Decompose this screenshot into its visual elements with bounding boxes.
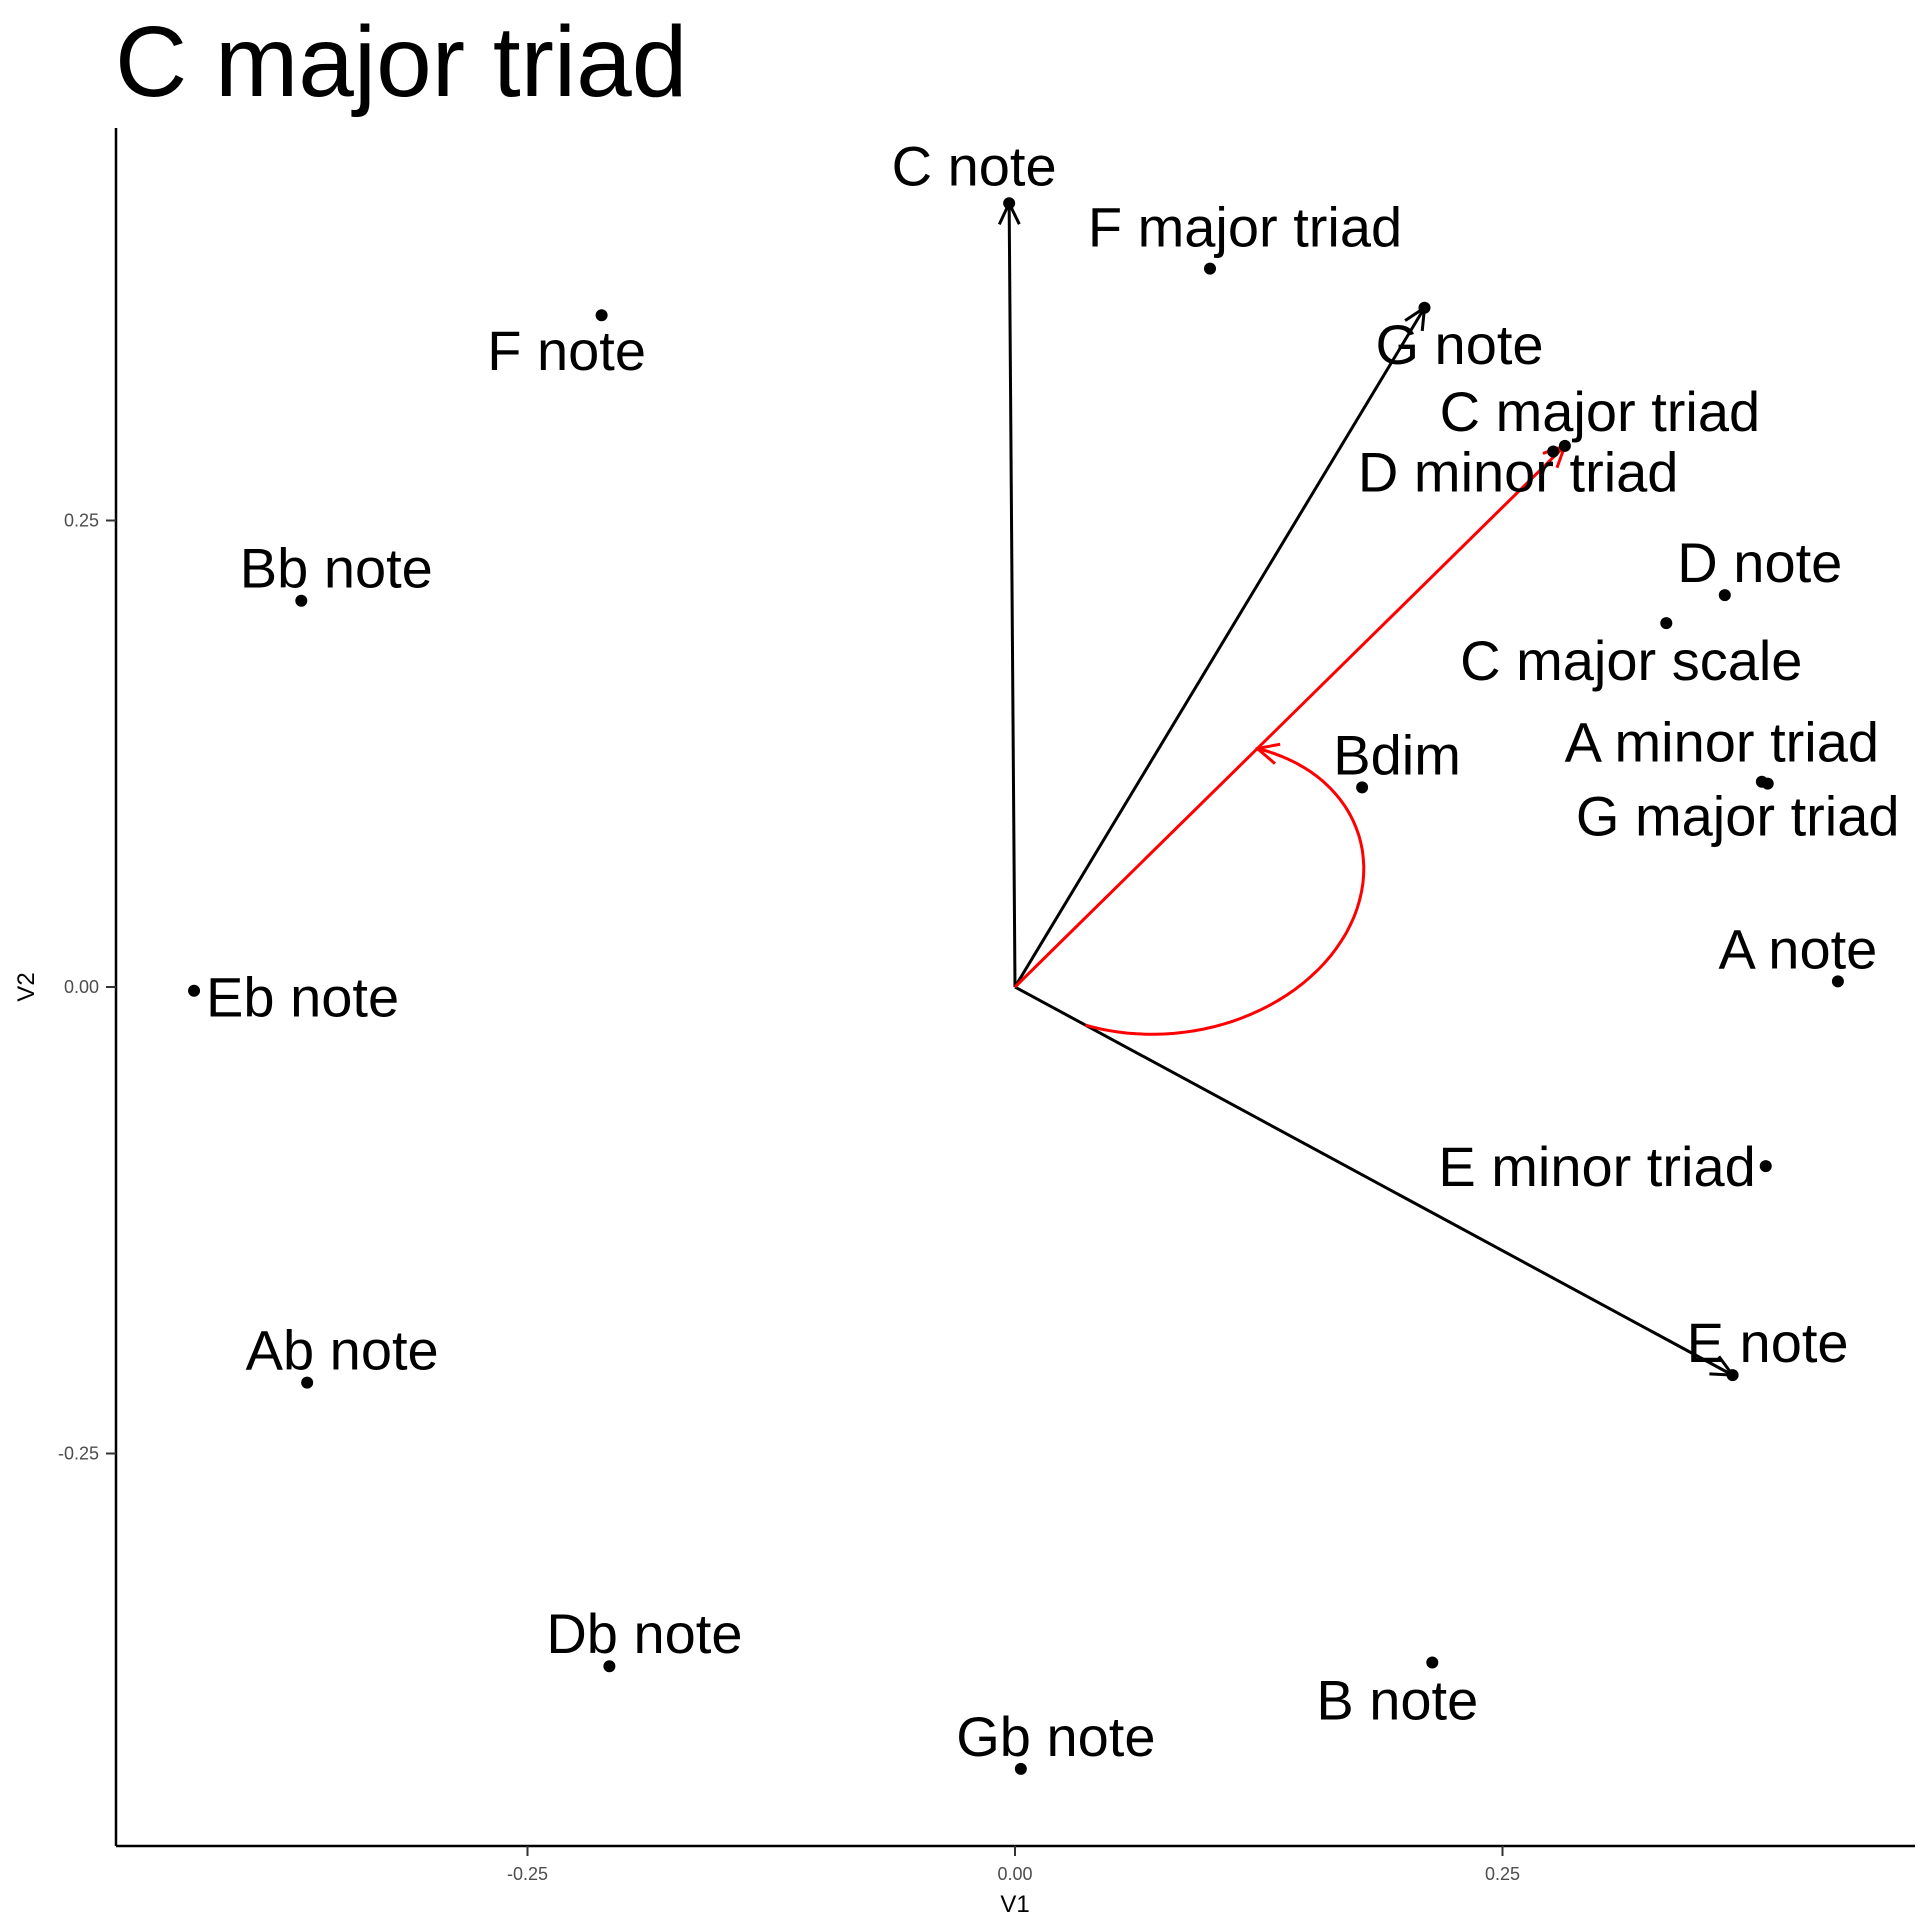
angle-arc [1085, 749, 1366, 1036]
label-bb-note: Bb note [240, 537, 433, 600]
label-a-minor-triad: A minor triad [1565, 711, 1879, 774]
label-c-major-triad: C major triad [1440, 380, 1761, 443]
label-db-note: Db note [546, 1602, 742, 1665]
point-b-note [1426, 1656, 1439, 1669]
point-eb-note [188, 984, 201, 997]
label-eb-note: Eb note [206, 966, 399, 1029]
point-g-note [1418, 301, 1431, 314]
point-bdim [1356, 781, 1369, 794]
x-tick-label: -0.25 [507, 1864, 548, 1884]
x-axis-title: V1 [1000, 1891, 1029, 1918]
point-f-major-triad [1204, 262, 1216, 275]
x-tick-label: 0.25 [1485, 1864, 1520, 1884]
point-c-major-scale [1660, 617, 1673, 630]
point-g-major-triad [1761, 777, 1774, 790]
chart-title: C major triad [115, 6, 688, 118]
label-g-note: G note [1375, 313, 1543, 376]
point-db-note [603, 1660, 616, 1673]
point-bb-note [295, 594, 308, 607]
point-d-note [1718, 589, 1731, 602]
y-axis-title: V2 [13, 972, 40, 1001]
label-gb-note: Gb note [956, 1705, 1155, 1768]
label-e-minor-triad: E minor triad [1438, 1135, 1755, 1198]
point-e-note [1726, 1369, 1739, 1382]
label-d-note: D note [1677, 531, 1842, 594]
point-a-note [1831, 975, 1844, 988]
point-f-note [595, 309, 608, 322]
point-c-note [1003, 197, 1016, 210]
y-tick-label: 0.25 [64, 511, 99, 531]
point-d-minor-triad [1547, 445, 1560, 458]
point-c-major-triad [1558, 439, 1571, 452]
x-tick-label: 0.00 [997, 1864, 1032, 1884]
label-a-note: A note [1718, 917, 1877, 980]
x-axis-ticks: -0.25 0.00 0.25 [507, 1846, 1520, 1884]
arrow-to-c-major-triad [1013, 446, 1565, 989]
label-e-note: E note [1687, 1311, 1849, 1374]
y-tick-label: -0.25 [58, 1444, 99, 1464]
label-c-note: C note [892, 134, 1057, 197]
label-g-major-triad: G major triad [1576, 785, 1900, 848]
label-ab-note: Ab note [246, 1319, 439, 1382]
label-d-minor-triad: D minor triad [1358, 440, 1679, 503]
arrow-to-c-note [1009, 203, 1015, 988]
label-f-note: F note [487, 319, 646, 382]
label-b-note: B note [1316, 1668, 1478, 1731]
arrow-to-g-note [1013, 308, 1425, 988]
label-c-major-scale: C major scale [1460, 629, 1802, 692]
y-axis-ticks: -0.25 0.00 0.25 [58, 511, 116, 1464]
y-tick-label: 0.00 [64, 977, 99, 997]
data-points [188, 197, 1844, 1775]
label-f-major-triad: F major triad [1088, 196, 1402, 259]
point-gb-note [1014, 1762, 1027, 1775]
point-ab-note [301, 1376, 314, 1389]
arrow-to-e-note [1014, 985, 1733, 1375]
point-e-minor-triad [1759, 1160, 1772, 1173]
label-bdim: Bdim [1333, 723, 1461, 786]
vector-arrows [1009, 203, 1732, 1375]
